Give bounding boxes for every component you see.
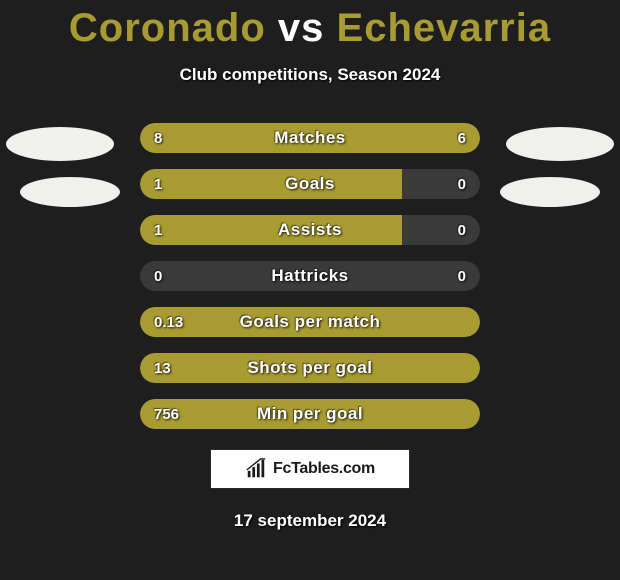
player2-photo-placeholder (506, 127, 614, 161)
player1-photo-placeholder (6, 127, 114, 161)
stat-label: Goals (140, 169, 480, 199)
watermark-text: FcTables.com (273, 460, 375, 478)
stats-area: 86Matches 10Goals 10Assists 00Hattricks 0.13… (0, 123, 620, 429)
stat-row: 86Matches (140, 123, 480, 153)
vs-separator: vs (278, 6, 325, 50)
stat-bars-container: 86Matches 10Goals 10Assists 00Hattricks 0.13… (140, 123, 480, 429)
date-text: 17 september 2024 (0, 511, 620, 531)
stat-label: Shots per goal (140, 353, 480, 383)
stat-row: 756Min per goal (140, 399, 480, 429)
stat-label: Matches (140, 123, 480, 153)
stat-row: 10Assists (140, 215, 480, 245)
player2-name: Echevarria (337, 6, 552, 50)
stat-label: Assists (140, 215, 480, 245)
stat-row: 00Hattricks (140, 261, 480, 291)
chart-icon (245, 458, 267, 480)
stat-label: Hattricks (140, 261, 480, 291)
player1-name: Coronado (69, 6, 266, 50)
stat-row: 13Shots per goal (140, 353, 480, 383)
page-title: Coronado vs Echevarria (0, 0, 620, 51)
stat-label: Goals per match (140, 307, 480, 337)
subtitle: Club competitions, Season 2024 (0, 65, 620, 85)
stat-row: 0.13Goals per match (140, 307, 480, 337)
stat-row: 10Goals (140, 169, 480, 199)
player2-flag-placeholder (500, 177, 600, 207)
watermark: FcTables.com (210, 449, 410, 489)
stat-label: Min per goal (140, 399, 480, 429)
player1-flag-placeholder (20, 177, 120, 207)
